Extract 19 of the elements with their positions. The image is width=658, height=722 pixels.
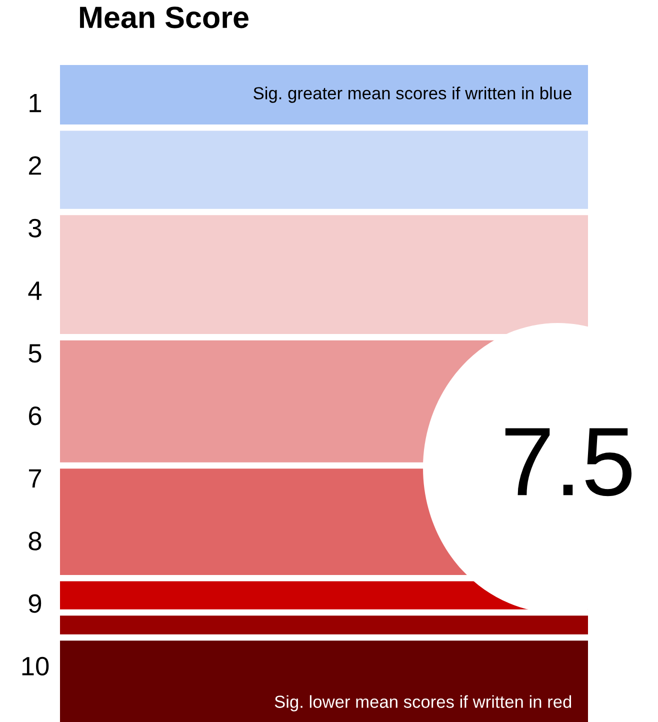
chart-title: Mean Score [80,6,248,28]
y-tick-label: 5 [28,344,42,363]
y-tick-label: 1 [30,94,42,112]
y-tick-label: 2 [28,156,42,175]
annotation: Sig. greater mean scores if written in blue [254,86,572,103]
y-tick-label: 3 [28,218,42,238]
y-tick-label: 7 [29,469,42,488]
y-tick-label: 9 [28,594,42,613]
bar [60,616,588,634]
y-tick-label: 8 [28,532,42,550]
annotation: 7.5 [505,428,632,496]
bar [60,65,588,124]
bar [60,640,588,722]
y-tick-label: 4 [28,282,42,300]
bar [60,215,588,334]
y-tick-label: 10 [22,656,49,676]
annotation: Sig. lower mean scores if written in red [274,695,572,712]
bar [60,130,588,209]
y-tick-label: 6 [29,406,42,426]
